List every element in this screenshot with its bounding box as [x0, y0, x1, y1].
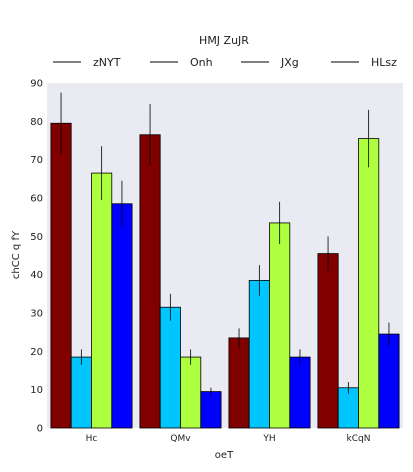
- y-tick-label: 20: [30, 347, 43, 358]
- bar-Onh-YH: [248, 280, 270, 429]
- legend-label-HLsz: HLsz: [371, 56, 397, 69]
- legend-label-JXg: JXg: [280, 56, 299, 69]
- bar-HLsz-kCqN: [378, 333, 400, 429]
- bar-JXg-QMv: [180, 356, 202, 429]
- x-tick-label: YH: [262, 434, 275, 444]
- x-tick-label: QMv: [170, 434, 191, 444]
- bar-HLsz-QMv: [200, 391, 222, 429]
- bar-JXg-YH: [269, 222, 291, 429]
- chart-title: HMJ ZuJR: [199, 34, 249, 47]
- bar-zNYT-Hc: [50, 122, 72, 429]
- y-tick-label: 40: [30, 270, 43, 281]
- y-tick-label: 60: [30, 194, 43, 205]
- bar-Onh-QMv: [159, 306, 181, 429]
- bar-JXg-Hc: [91, 172, 113, 429]
- y-tick-label: 30: [30, 309, 43, 320]
- y-tick-label: 70: [30, 155, 43, 166]
- bar-Onh-Hc: [70, 356, 92, 429]
- bar-HLsz-YH: [289, 356, 311, 429]
- x-axis-label: oeT: [215, 450, 234, 461]
- y-tick-label: 80: [30, 117, 43, 128]
- x-axis: Hc QMv YH kCqN: [86, 434, 371, 444]
- bar-JXg-kCqN: [358, 138, 380, 429]
- y-tick-label: 10: [30, 385, 43, 396]
- bar-Onh-kCqN: [337, 387, 359, 429]
- bar-zNYT-QMv: [139, 134, 161, 429]
- y-axis-label: chCC q fY: [11, 230, 22, 279]
- bar-HLsz-Hc: [111, 203, 133, 429]
- y-axis: 0 10 20 30 40 50 60 70 80 90: [30, 79, 43, 435]
- bars: [50, 92, 400, 429]
- y-tick-label: 50: [30, 232, 43, 243]
- legend-label-Onh: Onh: [190, 56, 213, 69]
- bar-zNYT-kCqN: [317, 253, 339, 429]
- legend: zNYT Onh JXg HLsz: [53, 56, 397, 69]
- x-tick-label: kCqN: [347, 434, 371, 444]
- bar-zNYT-YH: [228, 337, 250, 429]
- y-tick-label: 90: [30, 79, 43, 90]
- legend-label-zNYT: zNYT: [93, 56, 121, 69]
- y-tick-label: 0: [37, 424, 43, 435]
- x-tick-label: Hc: [86, 434, 98, 444]
